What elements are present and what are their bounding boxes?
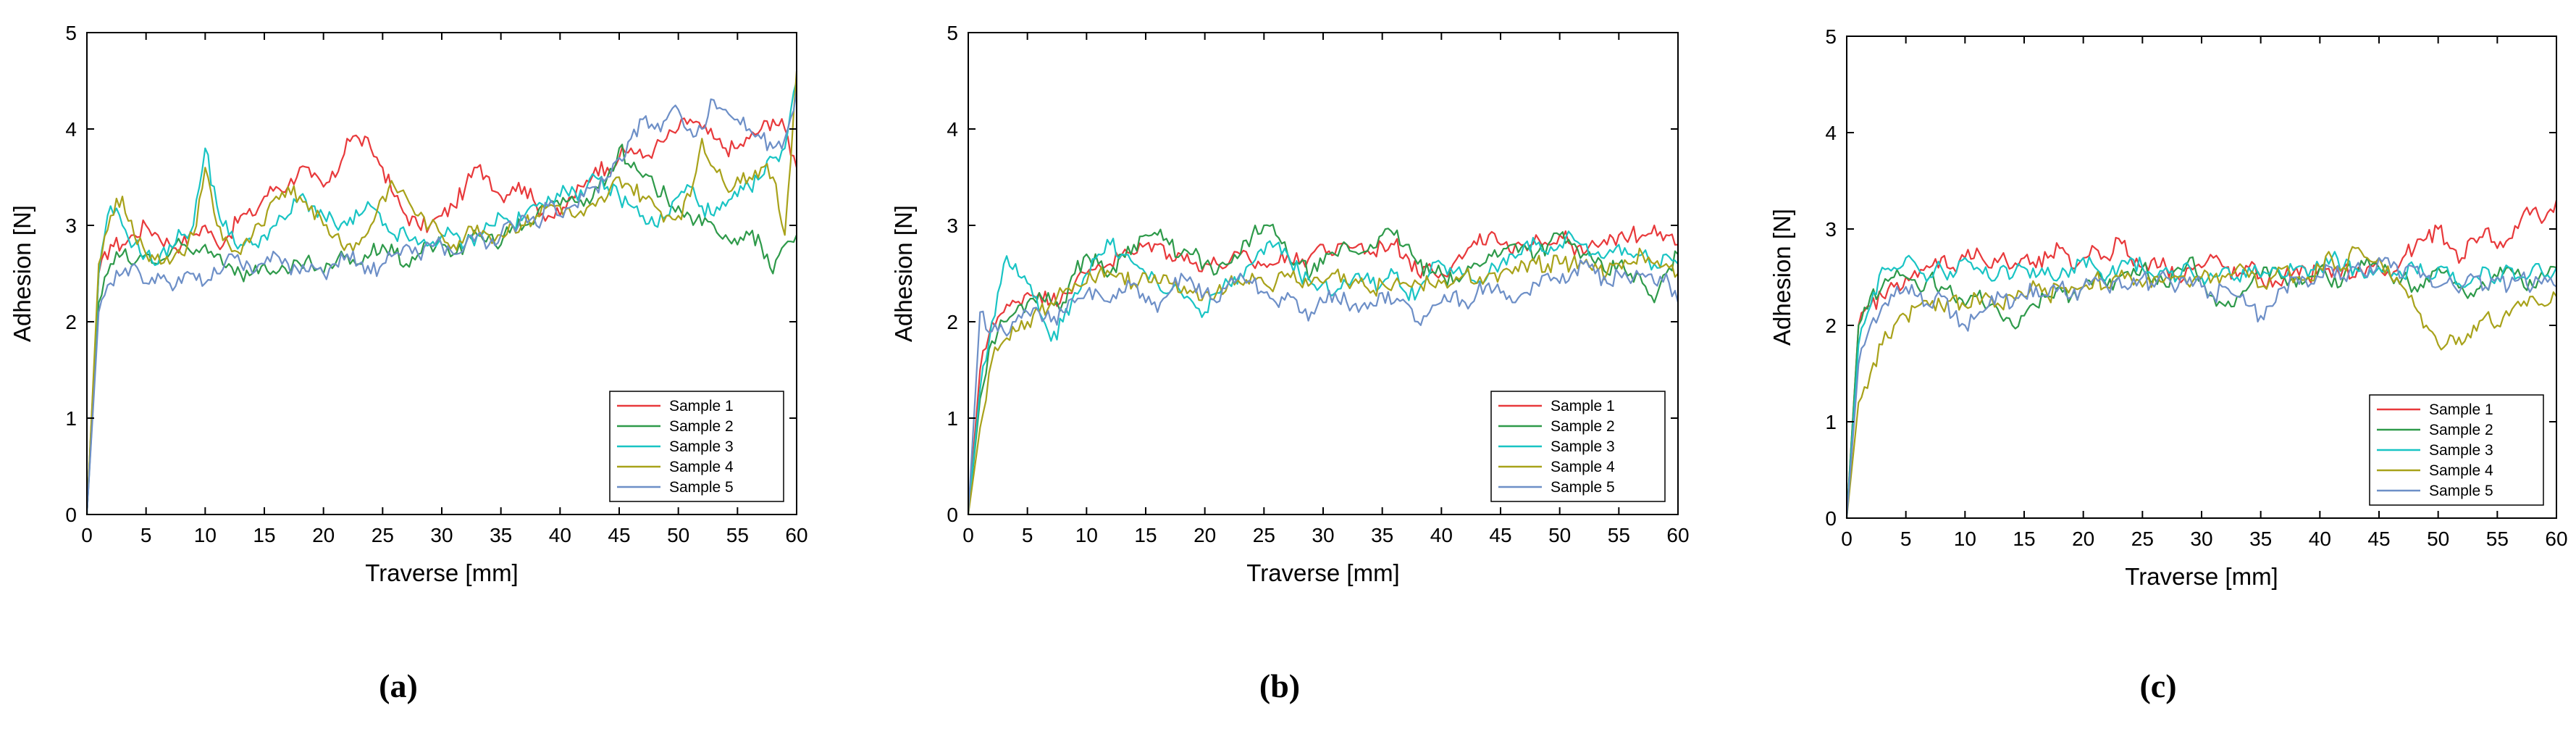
x-tick-label: 55 <box>726 524 749 546</box>
series-line-sample-4 <box>85 71 798 515</box>
x-tick-label: 60 <box>1666 524 1689 546</box>
y-axis-title: Adhesion [N] <box>1769 209 1795 346</box>
legend-label: Sample 3 <box>669 438 734 455</box>
x-tick-label: 50 <box>1548 524 1571 546</box>
x-tick-label: 35 <box>1371 524 1393 546</box>
y-tick-label: 1 <box>1825 411 1837 433</box>
y-tick-label: 5 <box>1825 25 1837 48</box>
y-tick-label: 3 <box>65 214 77 237</box>
x-axis-title: Traverse [mm] <box>365 559 518 586</box>
x-tick-label: 40 <box>2309 528 2331 550</box>
y-tick-label: 5 <box>947 22 958 44</box>
legend: Sample 1 Sample 2 Sample 3 Sample 4 Sample 5 <box>1490 391 1666 502</box>
x-tick-label: 30 <box>1312 524 1334 546</box>
x-tick-label: 0 <box>962 524 974 546</box>
x-tick-label: 60 <box>2545 528 2567 550</box>
y-axis-title: Adhesion [N] <box>9 205 35 342</box>
x-tick-label: 25 <box>1253 524 1275 546</box>
x-tick-label: 20 <box>2072 528 2094 550</box>
panel-label: (a) <box>379 667 418 704</box>
x-tick-label: 10 <box>194 524 217 546</box>
x-tick-label: 30 <box>430 524 453 546</box>
y-tick-label: 4 <box>65 118 77 141</box>
x-axis-title: Traverse [mm] <box>1246 559 1399 586</box>
x-tick-label: 15 <box>2013 528 2035 550</box>
series-group <box>85 71 798 515</box>
x-tick-label: 20 <box>1193 524 1216 546</box>
legend-label: Sample 3 <box>1551 438 1615 455</box>
x-tick-label: 45 <box>2367 528 2390 550</box>
x-tick-label: 35 <box>490 524 512 546</box>
x-tick-label: 45 <box>608 524 630 546</box>
x-tick-label: 55 <box>2486 528 2509 550</box>
y-tick-label: 3 <box>1825 218 1837 241</box>
y-tick-label: 1 <box>947 407 958 430</box>
panel-label: (c) <box>2139 667 2176 704</box>
y-axis-title: Adhesion [N] <box>890 205 917 342</box>
y-tick-label: 4 <box>947 118 958 141</box>
x-tick-label: 0 <box>81 524 93 546</box>
series-line-sample-5 <box>1845 257 2557 519</box>
x-tick-label: 25 <box>2131 528 2154 550</box>
x-tick-label: 20 <box>312 524 335 546</box>
x-tick-label: 10 <box>1075 524 1098 546</box>
y-tick-label: 4 <box>1825 122 1837 144</box>
y-tick-label: 2 <box>947 311 958 333</box>
x-tick-label: 40 <box>549 524 571 546</box>
x-tick-label: 50 <box>667 524 689 546</box>
y-tick-label: 0 <box>65 504 77 526</box>
x-tick-label: 45 <box>1489 524 1511 546</box>
x-tick-label: 50 <box>2427 528 2449 550</box>
series-line-sample-4 <box>967 247 1679 515</box>
series-line-sample-4 <box>1845 246 2557 519</box>
x-tick-label: 30 <box>2190 528 2212 550</box>
x-tick-label: 5 <box>1022 524 1033 546</box>
x-tick-label: 55 <box>1608 524 1630 546</box>
x-axis-title: Traverse [mm] <box>2125 563 2278 590</box>
y-tick-label: 0 <box>1825 507 1837 530</box>
legend-label: Sample 2 <box>1551 418 1615 435</box>
panel-label: (b) <box>1259 667 1300 704</box>
x-tick-label: 35 <box>2249 528 2272 550</box>
y-tick-label: 0 <box>947 504 958 526</box>
legend-label: Sample 4 <box>1551 459 1615 475</box>
x-tick-label: 5 <box>1900 528 1912 550</box>
legend-label: Sample 5 <box>1551 479 1615 496</box>
y-tick-label: 2 <box>1825 314 1837 337</box>
y-tick-label: 2 <box>65 311 77 333</box>
legend-label: Sample 1 <box>669 398 734 415</box>
x-tick-label: 10 <box>1954 528 1976 550</box>
x-tick-label: 40 <box>1430 524 1453 546</box>
y-tick-label: 1 <box>65 407 77 430</box>
series-line-sample-5 <box>967 259 1679 515</box>
legend-label: Sample 3 <box>2429 442 2493 459</box>
legend: Sample 1 Sample 2 Sample 3 Sample 4 Sample 5 <box>2369 394 2544 506</box>
series-group <box>1845 199 2558 519</box>
y-tick-label: 5 <box>65 22 77 44</box>
legend-label: Sample 4 <box>2429 462 2493 479</box>
legend-label: Sample 1 <box>2429 401 2493 418</box>
x-tick-label: 25 <box>372 524 394 546</box>
series-line-sample-2 <box>967 223 1679 515</box>
x-tick-label: 15 <box>1134 524 1157 546</box>
x-tick-label: 15 <box>253 524 275 546</box>
legend-label: Sample 1 <box>1551 398 1615 415</box>
legend-label: Sample 2 <box>2429 422 2493 438</box>
legend: Sample 1 Sample 2 Sample 3 Sample 4 Sample 5 <box>609 391 784 502</box>
legend-label: Sample 5 <box>2429 483 2493 499</box>
series-line-sample-1 <box>85 117 798 515</box>
legend-label: Sample 4 <box>669 459 734 475</box>
legend-label: Sample 5 <box>669 479 734 496</box>
legend-label: Sample 2 <box>669 418 734 435</box>
y-tick-label: 3 <box>947 214 958 237</box>
series-line-sample-5 <box>85 90 798 515</box>
x-tick-label: 60 <box>785 524 807 546</box>
series-group <box>967 223 1679 515</box>
x-tick-label: 0 <box>1841 528 1853 550</box>
x-tick-label: 5 <box>140 524 152 546</box>
